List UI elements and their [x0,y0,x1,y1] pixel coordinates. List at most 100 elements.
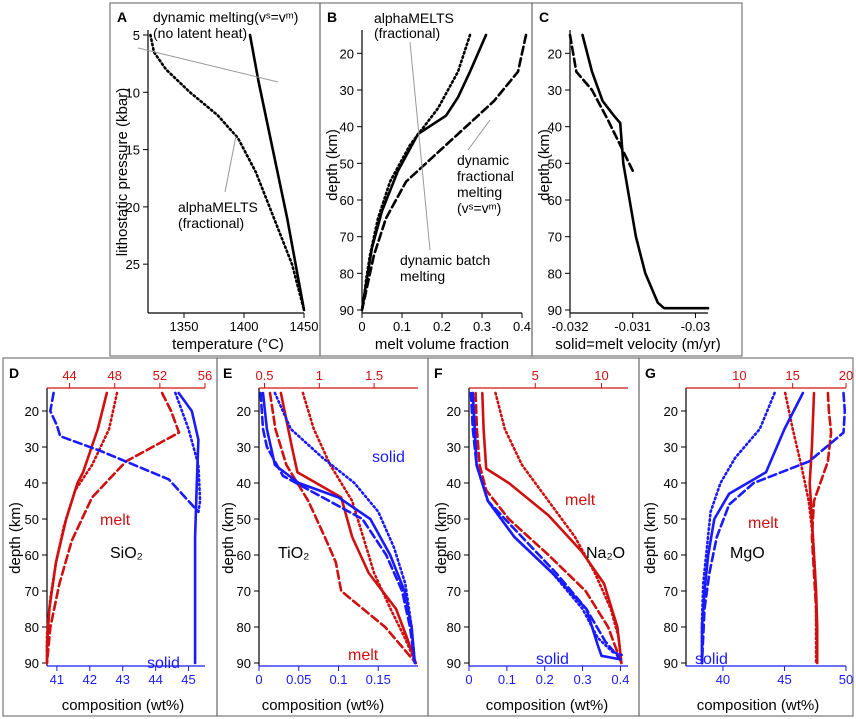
panel-a-y-tick-label: 10 [126,85,140,100]
panel-d-top-tick-label: 52 [153,368,167,383]
panel-f-bottom-tick-label: 0.4 [611,672,629,687]
panel-g-frame [638,357,854,717]
panel-g-title: MgO [730,545,765,562]
panel-d-letter: D [9,365,19,381]
panel-e-y-tick-label: 30 [237,440,251,455]
panel-d-ylabel: depth (km) [7,502,24,574]
panel-b-y-tick-label: 50 [340,156,354,171]
panel-a-y-tick-label: 15 [126,143,140,158]
panel-g-y-tick-label: 60 [664,548,678,563]
panel-f-top-tick-label: 5 [532,368,539,383]
panel-e-y-tick-label: 40 [237,476,251,491]
panel-e-series-dashed-5 [259,391,417,665]
panel-d-top-tick-label: 44 [62,368,76,383]
panel-g-y-tick-label: 90 [664,656,678,671]
panel-c-xlabel: solid=melt velocity (m/yr) [555,336,720,353]
panel-e-label-melt: melt [348,647,379,664]
panel-a-series-solid-0 [248,33,306,312]
panel-e-top-tick-label: 1 [316,368,323,383]
panel-e-xlabel: composition (wt%) [262,697,385,714]
panel-e-title: TiO₂ [278,545,309,562]
panel-g-bottom-tick-label: 50 [839,672,853,687]
panel-g-y-tick-label: 20 [664,404,678,419]
panel-g-y-tick-label: 50 [664,512,678,527]
panel-d-bottom-tick-label: 43 [115,672,129,687]
panel-a-frame [109,2,321,357]
panel-a-annotation-dynamic: dynamic melting(vˢ=vᵐ) [153,9,298,25]
panel-f-y-tick-label: 30 [447,440,461,455]
panel-d-series-dashed-5 [48,391,200,514]
panel-b-x-tick-label: 0.4 [513,319,531,334]
panel-a-x-tick-label: 1450 [290,319,319,334]
panel-f-y-tick-label: 20 [447,404,461,419]
panel-d-title: SiO₂ [110,545,143,562]
panel-a-annotation-fractional: (fractional) [178,215,244,231]
panel-a-leader-dynamic [137,47,279,83]
panel-e-series-dotted-4 [273,391,417,665]
panel-g-series-dotted-4 [700,391,776,665]
panel-c-frame [531,2,743,357]
panel-d-bottom-tick-label: 41 [50,672,64,687]
panel-b-x-tick-label: 0.3 [473,319,491,334]
panel-e-label-solid: solid [372,449,405,466]
panel-c-x-tick-label: -0.032 [552,319,589,334]
panel-a-annotation-alpha: alphaMELTS [178,199,258,215]
panel-g-xlabel: composition (wt%) [697,697,820,714]
panel-d-label-melt: melt [100,512,131,529]
panel-e-y-tick-label: 50 [237,512,251,527]
panel-f-series-dashed-5 [469,391,622,661]
panel-f-ylabel: depth (km) [433,502,450,574]
panel-b-y-tick-label: 60 [340,193,354,208]
panel-b-annotation-velocity: (vˢ=vᵐ) [457,200,501,216]
panel-g-top-tick-label: 15 [785,368,799,383]
panel-c-x-tick-label: -0.03 [681,319,711,334]
panel-f-xlabel: composition (wt%) [486,697,609,714]
panel-f-label-solid: solid [536,651,569,668]
panel-f-bottom-tick-label: 0.2 [536,672,554,687]
panel-f-series-solid-3 [471,391,622,661]
panel-c-y-tick-label: 30 [548,83,562,98]
panel-d-xlabel: composition (wt%) [62,697,185,714]
panel-b-letter: B [327,9,337,25]
panel-e-ylabel: depth (km) [220,502,237,574]
panel-g-series-dashed-2 [810,391,833,665]
panel-e-series-dotted-1 [301,391,418,665]
panel-b-x-tick-label: 0.2 [433,319,451,334]
panel-b-y-tick-label: 70 [340,230,354,245]
panel-f-label-melt: melt [565,492,596,509]
panel-e-y-tick-label: 90 [237,656,251,671]
panel-d-top-tick-label: 56 [198,368,212,383]
panel-c-y-tick-label: 70 [548,230,562,245]
panel-e-bottom-tick-label: 0.15 [366,672,391,687]
panel-d-y-tick-label: 40 [25,476,39,491]
panel-d-bottom-tick-label: 45 [181,672,195,687]
panel-b-leader-fractional [467,119,491,151]
panel-d-series-dashed-2 [45,391,181,665]
panel-d-y-tick-label: 80 [25,620,39,635]
panel-e-y-tick-label: 60 [237,548,251,563]
panel-d-y-tick-label: 60 [25,548,39,563]
panel-c-letter: C [539,9,549,25]
panel-b-x-tick-label: 0.1 [393,319,411,334]
panel-b-x-tick-label: 0 [358,319,365,334]
panel-b-annotation-dynamic: dynamic [457,152,509,168]
panel-b-xlabel: melt volume fraction [375,336,509,353]
panel-d-top-tick-label: 48 [107,368,121,383]
panel-c-y-tick-label: 60 [548,193,562,208]
panel-a-annotation-nolatent: (no latent heat) [153,25,247,41]
panel-d-bottom-tick-label: 44 [148,672,162,687]
panel-d-bottom-tick-label: 42 [83,672,97,687]
panel-g-y-tick-label: 70 [664,584,678,599]
panel-e-top-tick-label: 1.5 [365,368,383,383]
panel-b-annotation-batch-melting: melting [400,268,445,284]
panel-e-y-tick-label: 70 [237,584,251,599]
panel-a-ylabel: lithostatic pressure (kbar) [114,88,131,256]
panel-e-top-tick-label: 0.5 [255,368,273,383]
panel-a-y-tick-label: 5 [133,28,140,43]
panel-f-title: Na₂O [586,545,625,562]
panel-d-y-tick-label: 70 [25,584,39,599]
panel-g-ylabel: depth (km) [642,502,659,574]
panel-g-series-dashed-5 [700,391,847,665]
panel-e-series-solid-0 [279,391,418,665]
